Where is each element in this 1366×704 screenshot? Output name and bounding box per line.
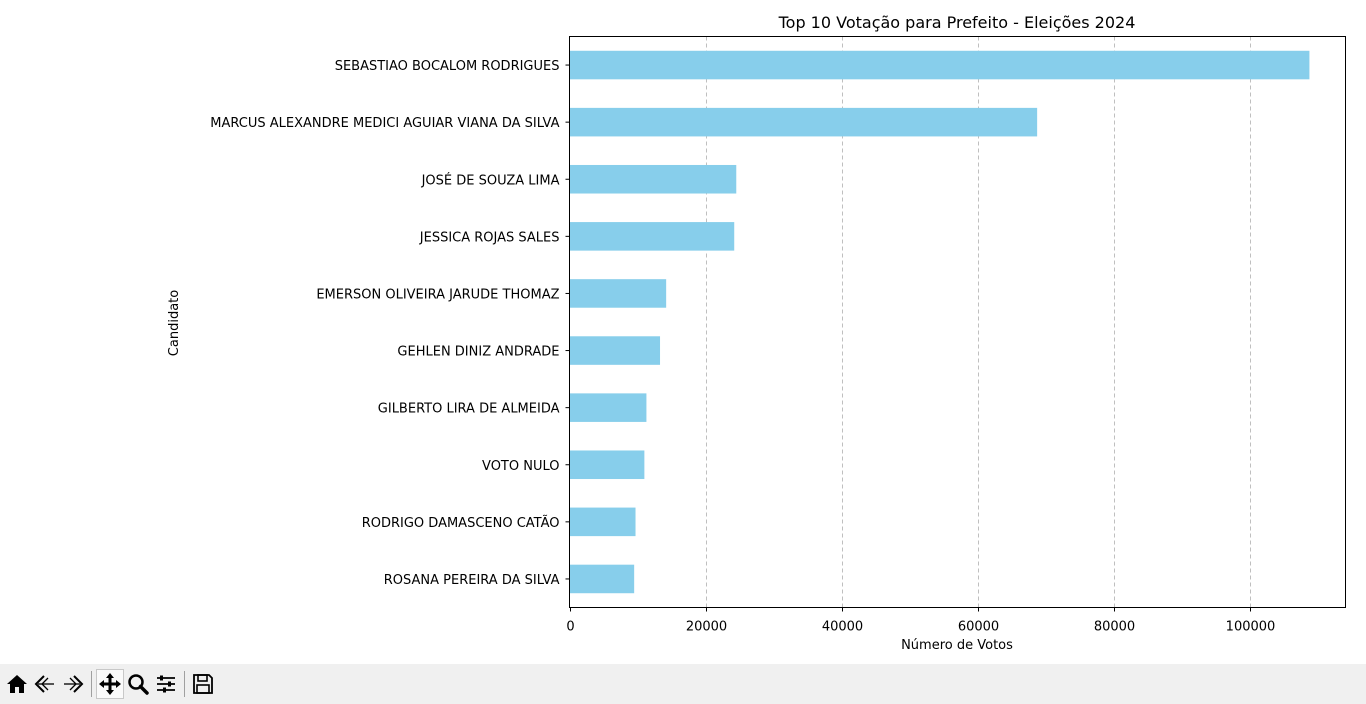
x-tick-label: 80000 (1094, 620, 1135, 635)
toolbar-separator (91, 671, 92, 697)
navigation-toolbar (0, 664, 1366, 704)
bar (569, 564, 635, 594)
bar (569, 164, 737, 194)
configure-subplots-icon (157, 675, 175, 693)
bar (569, 279, 667, 308)
y-tick-labels: SEBASTIAO BOCALOM RODRIGUES MARCUS ALEXAN… (210, 59, 570, 588)
pan-icon (99, 673, 121, 695)
x-axis-label: Número de Votos (901, 638, 1013, 653)
bar (569, 107, 1038, 137)
save-icon (193, 674, 213, 694)
bar-chart: Top 10 Votação para Prefeito - Eleições … (167, 13, 1346, 653)
x-tick-label: 0 (566, 620, 574, 635)
forward-icon (64, 675, 84, 693)
y-tick-label: GILBERTO LIRA DE ALMEIDA (378, 402, 560, 417)
back-button[interactable] (31, 669, 59, 699)
bar (569, 336, 661, 365)
bar (569, 393, 647, 422)
y-tick-label: GEHLEN DINIZ ANDRADE (397, 345, 559, 360)
chart-title: Top 10 Votação para Prefeito - Eleições … (778, 13, 1136, 32)
y-tick-label: EMERSON OLIVEIRA JARUDE THOMAZ (316, 287, 559, 302)
y-tick-label: VOTO NULO (482, 459, 559, 474)
bar (569, 450, 645, 480)
zoom-button[interactable] (124, 669, 152, 699)
bars (569, 50, 1310, 594)
y-tick-label: MARCUS ALEXANDRE MEDICI AGUIAR VIANA DA … (210, 116, 559, 131)
save-button[interactable] (189, 669, 217, 699)
y-tick-label: JOSÉ DE SOUZA LIMA (421, 172, 560, 188)
y-tick-label: ROSANA PEREIRA DA SILVA (384, 573, 560, 588)
plot-frame (569, 36, 1346, 608)
forward-button[interactable] (59, 669, 87, 699)
y-axis-label: Candidato (167, 290, 182, 356)
home-button[interactable] (3, 669, 31, 699)
bar (569, 222, 735, 251)
configure-subplots-button[interactable] (152, 669, 180, 699)
home-icon (7, 675, 27, 693)
x-tick-label: 40000 (822, 620, 863, 635)
toolbar-separator (184, 671, 185, 697)
y-tick-label: SEBASTIAO BOCALOM RODRIGUES (335, 59, 560, 74)
x-tick-label: 20000 (686, 620, 727, 635)
back-icon (34, 675, 54, 693)
chart-area: Top 10 Votação para Prefeito - Eleições … (167, 13, 1346, 653)
x-tick-label: 60000 (958, 620, 999, 635)
zoom-icon (128, 674, 149, 695)
pan-button[interactable] (96, 669, 124, 699)
bar (569, 50, 1310, 80)
y-tick-label: RODRIGO DAMASCENO CATÃO (362, 515, 560, 531)
x-tick-labels: 0 20000 40000 60000 80000 100000 (566, 607, 1276, 635)
bar (569, 507, 636, 537)
x-tick-label: 100000 (1226, 620, 1276, 635)
y-tick-label: JESSICA ROJAS SALES (419, 230, 560, 245)
